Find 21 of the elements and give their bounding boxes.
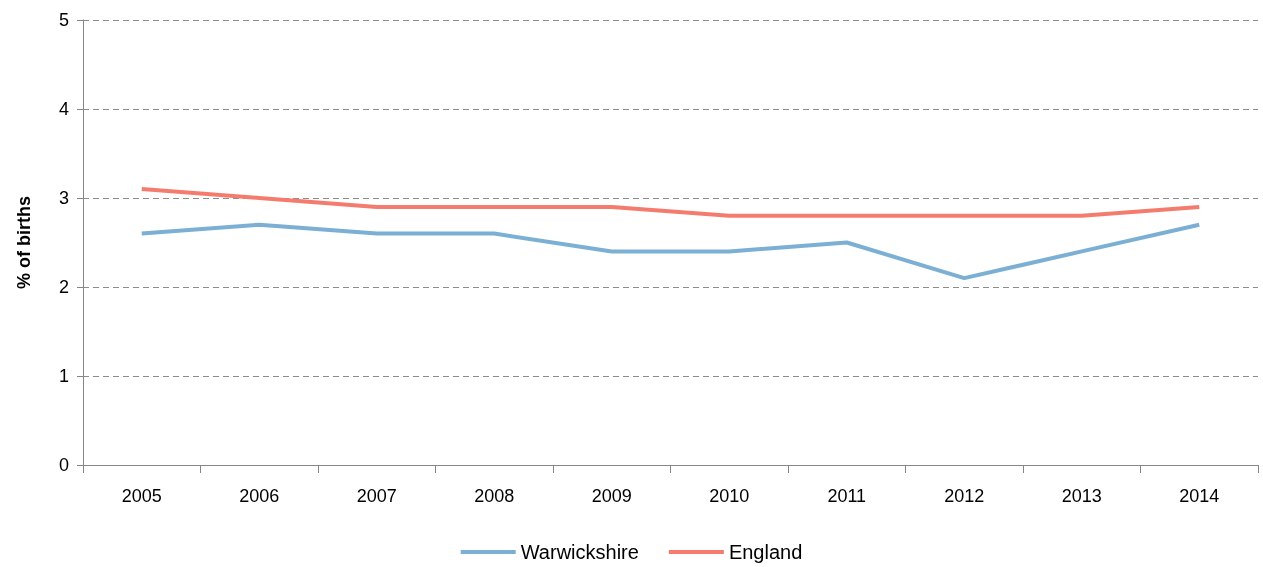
- x-tick-label: 2010: [709, 486, 750, 506]
- x-tick-label: 2014: [1179, 486, 1220, 506]
- x-tick-label: 2009: [591, 486, 632, 506]
- y-tick-label: 2: [58, 277, 69, 297]
- y-tick-label: 1: [58, 366, 69, 386]
- x-tick-label: 2005: [121, 486, 162, 506]
- x-tick-label: 2006: [239, 486, 280, 506]
- x-tick-label: 2008: [474, 486, 515, 506]
- x-tick-label: 2011: [827, 486, 867, 506]
- line-series: [139, 187, 1202, 218]
- y-tick-label: 5: [58, 10, 69, 30]
- y-tick-label: 0: [58, 455, 69, 475]
- x-tick-label: 2007: [356, 486, 397, 506]
- y-tick-label: 4: [58, 99, 69, 119]
- x-tick-label: 2013: [1061, 486, 1102, 506]
- y-axis-title: % of births: [14, 196, 34, 289]
- y-tick-label: 3: [58, 188, 69, 208]
- legend-label: Warwickshire: [520, 541, 639, 563]
- x-tick-label: 2012: [944, 486, 985, 506]
- legend-label: England: [728, 541, 803, 563]
- line-series: [139, 222, 1202, 281]
